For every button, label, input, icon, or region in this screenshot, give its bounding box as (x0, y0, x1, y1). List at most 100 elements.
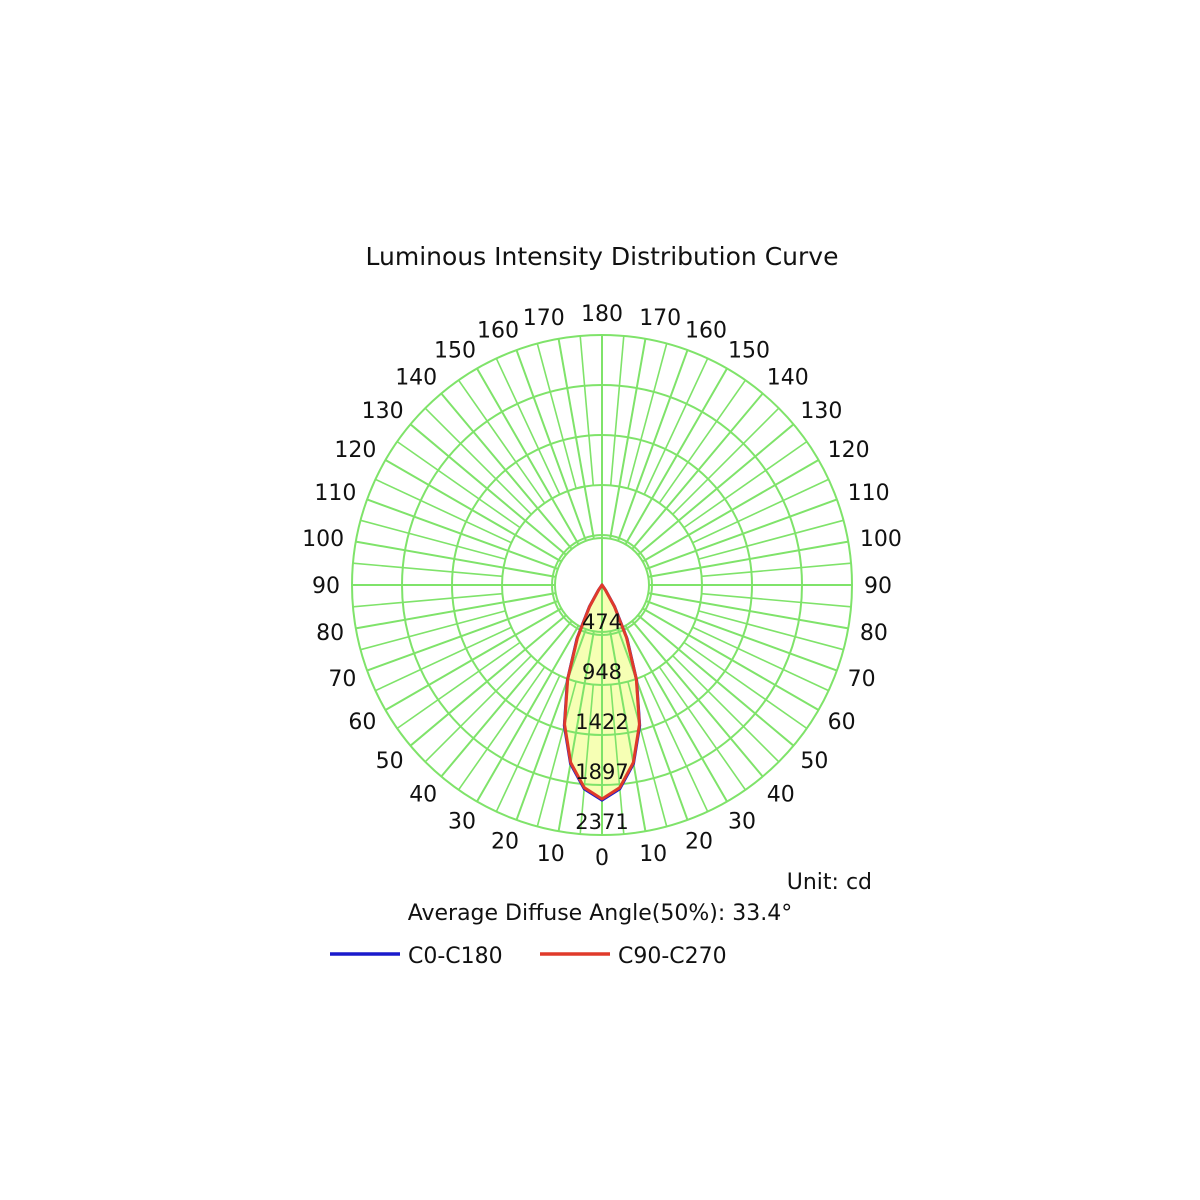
spoke-major (624, 625, 728, 803)
series-curve-c90-c270 (563, 583, 641, 801)
angle-label: 50 (800, 749, 828, 774)
spoke-minor (457, 666, 546, 791)
spoke-minor (698, 610, 844, 651)
spoke-minor (536, 343, 577, 489)
radial-label: 1897 (575, 760, 628, 784)
angle-label: 10 (537, 842, 565, 867)
angle-label: 30 (728, 810, 756, 835)
angle-label: 110 (848, 481, 890, 506)
angle-label: 120 (828, 438, 870, 463)
spoke-minor (396, 440, 521, 529)
spoke-minor (627, 343, 668, 489)
spoke-major (609, 631, 647, 832)
spoke-minor (643, 675, 709, 812)
spoke-major (557, 338, 595, 539)
spoke-major (557, 631, 595, 832)
angle-label: 40 (409, 782, 437, 807)
spoke-minor (609, 684, 625, 835)
spoke-minor (643, 358, 709, 495)
angle-label: 170 (639, 306, 681, 331)
series-layer (562, 583, 642, 802)
polar-grid (351, 334, 853, 836)
spoke-minor (579, 684, 595, 835)
legend-label-c90-c270: C90-C270 (618, 944, 727, 969)
spoke-major (648, 540, 849, 578)
spoke-minor (692, 478, 829, 544)
radial-tick-labels: 474 948 1422 1897 2371 (575, 610, 628, 834)
spoke-minor (352, 562, 503, 578)
spoke-minor (672, 407, 780, 515)
spoke-major (409, 614, 567, 747)
angle-label: 90 (312, 574, 340, 599)
angle-label: 170 (523, 306, 565, 331)
angle-label: 130 (362, 399, 404, 424)
angle-label: 20 (685, 830, 713, 855)
spoke-major (645, 600, 838, 672)
spoke-major (384, 607, 562, 711)
spoke-minor (701, 592, 852, 608)
spoke-minor (457, 379, 546, 504)
angle-label: 30 (448, 810, 476, 835)
spoke-major (476, 367, 580, 545)
spoke-major (355, 540, 556, 578)
spoke-minor (352, 592, 503, 608)
spoke-minor (579, 335, 595, 486)
spoke-minor (627, 681, 668, 827)
angle-label: 110 (314, 481, 356, 506)
angle-label: 0 (595, 846, 609, 871)
spoke-minor (360, 519, 506, 560)
angle-label: 100 (860, 527, 902, 552)
spoke-minor (375, 626, 512, 692)
spoke-minor (375, 478, 512, 544)
radial-label: 474 (582, 610, 622, 634)
angle-label: 100 (302, 527, 344, 552)
chart-title: Luminous Intensity Distribution Curve (366, 242, 839, 271)
angle-label: 80 (860, 621, 888, 646)
unit-label: Unit: cd (787, 870, 872, 895)
spoke-major (617, 349, 689, 542)
spoke-major (637, 614, 795, 747)
angle-label: 40 (767, 782, 795, 807)
spoke-major (648, 592, 849, 630)
angle-label: 80 (316, 621, 344, 646)
angle-label: 130 (800, 399, 842, 424)
radial-label: 948 (582, 660, 622, 684)
angle-label: 50 (376, 749, 404, 774)
spoke-minor (698, 519, 844, 560)
spoke-major (515, 628, 587, 821)
spoke-minor (360, 610, 506, 651)
spoke-minor (609, 335, 625, 486)
spoke-minor (495, 358, 561, 495)
angle-label: 160 (685, 318, 727, 343)
spoke-major (609, 338, 647, 539)
radial-label: 2371 (575, 810, 628, 834)
spoke-major (631, 620, 764, 778)
angle-label: 60 (348, 710, 376, 735)
angle-label: 70 (848, 667, 876, 692)
spoke-major (645, 498, 838, 570)
angle-label: 20 (491, 830, 519, 855)
radial-label: 1422 (575, 710, 628, 734)
angle-label: 150 (434, 338, 476, 363)
angle-label: 150 (728, 338, 770, 363)
spoke-major (637, 423, 795, 556)
spoke-minor (536, 681, 577, 827)
spoke-major (384, 459, 562, 563)
spoke-minor (683, 440, 808, 529)
spoke-minor (692, 626, 829, 692)
spoke-minor (495, 675, 561, 812)
angle-label: 70 (328, 667, 356, 692)
spoke-major (631, 392, 764, 550)
spoke-major (642, 459, 820, 563)
spoke-minor (658, 379, 747, 504)
angle-label: 90 (864, 574, 892, 599)
spoke-major (366, 600, 559, 672)
legend-label-c0-c180: C0-C180 (408, 944, 503, 969)
diffuse-angle-note: Average Diffuse Angle(50%): 33.4° (408, 901, 793, 926)
spoke-minor (424, 407, 532, 515)
spoke-minor (701, 562, 852, 578)
angle-label: 120 (334, 438, 376, 463)
spoke-major (515, 349, 587, 542)
